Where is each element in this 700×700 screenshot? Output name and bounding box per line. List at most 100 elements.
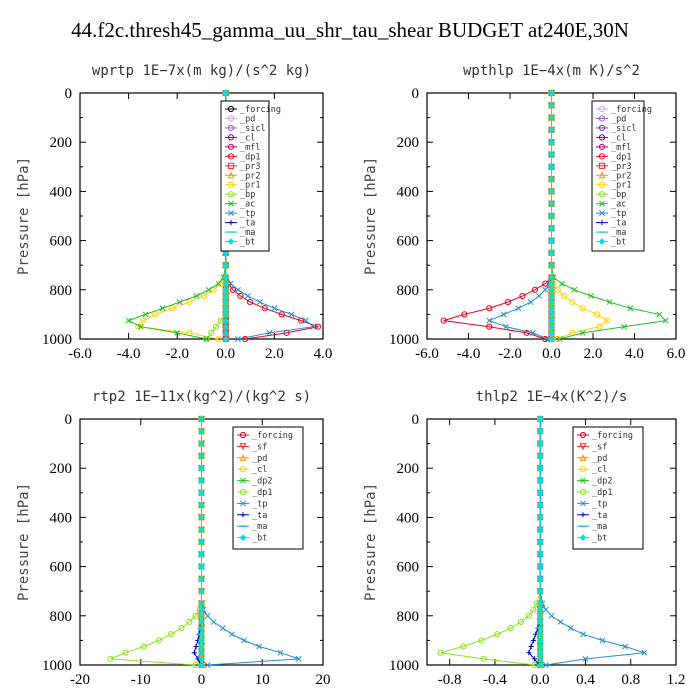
data-point bbox=[554, 286, 561, 293]
data-point bbox=[548, 138, 555, 146]
x-tick-label: -2.0 bbox=[498, 346, 522, 362]
data-point bbox=[548, 335, 555, 343]
data-point bbox=[169, 305, 176, 312]
y-axis-label: Pressure [hPa] bbox=[16, 483, 32, 601]
data-point bbox=[198, 526, 205, 534]
x-tick-label: 0 bbox=[198, 672, 206, 688]
data-point bbox=[536, 550, 544, 558]
data-point bbox=[198, 655, 205, 663]
data-point bbox=[478, 637, 485, 644]
data-point bbox=[440, 317, 447, 324]
data-point bbox=[204, 662, 211, 668]
data-point bbox=[210, 618, 217, 625]
legend-marker bbox=[227, 115, 235, 122]
data-point bbox=[536, 514, 544, 521]
data-point bbox=[219, 625, 226, 632]
y-tick-label: 1000 bbox=[389, 332, 419, 348]
data-point bbox=[548, 163, 555, 171]
legend-entry: _sicl bbox=[611, 124, 637, 134]
data-point bbox=[152, 311, 159, 318]
x-tick-label: 2.0 bbox=[584, 346, 603, 362]
data-point bbox=[596, 323, 603, 330]
data-point bbox=[622, 643, 629, 650]
data-point bbox=[536, 575, 544, 583]
data-point bbox=[222, 304, 230, 312]
legend-marker bbox=[579, 488, 587, 496]
legend-entry: _forcing bbox=[611, 105, 652, 115]
legend-marker bbox=[228, 200, 234, 207]
legend-entry: _pd bbox=[240, 114, 255, 124]
data-point bbox=[587, 292, 594, 299]
data-point bbox=[241, 637, 247, 644]
data-point bbox=[556, 336, 563, 342]
data-point bbox=[548, 101, 555, 109]
legend-marker bbox=[227, 238, 235, 245]
legend-entry: _ma bbox=[592, 522, 607, 532]
data-point bbox=[222, 323, 230, 331]
series-dp1 bbox=[440, 89, 555, 343]
y-tick-label: 400 bbox=[397, 184, 420, 200]
series-dp1 bbox=[107, 415, 205, 669]
legend-entry: _pr1 bbox=[240, 181, 260, 191]
data-point bbox=[247, 299, 254, 306]
data-point bbox=[227, 280, 234, 287]
x-tick-label: 0.4 bbox=[576, 672, 595, 688]
data-point bbox=[526, 650, 532, 656]
data-point bbox=[536, 618, 544, 626]
data-point bbox=[486, 323, 493, 330]
legend-marker bbox=[580, 512, 586, 518]
data-point bbox=[569, 299, 576, 306]
data-point bbox=[515, 305, 522, 312]
legend-marker bbox=[580, 500, 586, 507]
y-tick-label: 800 bbox=[50, 283, 73, 299]
data-point bbox=[159, 305, 166, 312]
x-tick-label: 1.2 bbox=[667, 672, 686, 688]
data-point bbox=[198, 612, 205, 620]
legend-marker bbox=[598, 105, 606, 113]
data-point bbox=[486, 305, 493, 312]
legend-marker bbox=[598, 143, 606, 150]
data-point bbox=[198, 637, 205, 644]
legend-entry: _ma bbox=[240, 228, 255, 238]
legend-marker bbox=[239, 454, 247, 461]
data-point bbox=[500, 311, 507, 318]
data-point bbox=[244, 292, 251, 299]
data-point bbox=[310, 323, 317, 330]
legend-marker bbox=[598, 115, 606, 122]
data-point bbox=[548, 304, 555, 312]
plot-frame bbox=[79, 92, 324, 340]
legend: _forcing_pd_sicl_cl_mfl_dp1_pr3_pr2_pr1_… bbox=[591, 100, 652, 252]
legend-entry: _ma bbox=[252, 522, 267, 532]
data-point bbox=[229, 286, 237, 293]
data-point bbox=[277, 649, 284, 656]
series-tp bbox=[486, 90, 555, 342]
legend: _forcing_pd_sicl_cl_mfl_dp1_pr3_pr2_pr1_… bbox=[220, 100, 281, 252]
legend-marker bbox=[239, 466, 247, 473]
data-point bbox=[186, 618, 193, 626]
legend-marker bbox=[240, 512, 246, 518]
data-point bbox=[198, 649, 205, 657]
data-point bbox=[548, 175, 555, 183]
data-point bbox=[222, 298, 230, 306]
data-point bbox=[198, 661, 205, 669]
x-tick-label: 0.0 bbox=[531, 672, 550, 688]
data-point bbox=[536, 600, 544, 607]
data-point bbox=[548, 89, 555, 97]
legend-marker bbox=[227, 105, 235, 113]
x-tick-label: -20 bbox=[70, 672, 90, 688]
data-point bbox=[198, 538, 205, 546]
data-point bbox=[186, 299, 193, 306]
legend-marker bbox=[227, 171, 235, 179]
data-point bbox=[205, 286, 212, 293]
data-point bbox=[627, 305, 634, 312]
legend-entry: _bt bbox=[592, 534, 607, 544]
data-point bbox=[548, 200, 555, 208]
data-point bbox=[548, 317, 555, 324]
data-point bbox=[198, 501, 205, 509]
legend-entry: _sicl bbox=[240, 124, 266, 134]
data-point bbox=[222, 280, 230, 287]
data-point bbox=[621, 323, 628, 330]
data-point bbox=[662, 317, 669, 324]
legend-marker bbox=[599, 210, 605, 217]
